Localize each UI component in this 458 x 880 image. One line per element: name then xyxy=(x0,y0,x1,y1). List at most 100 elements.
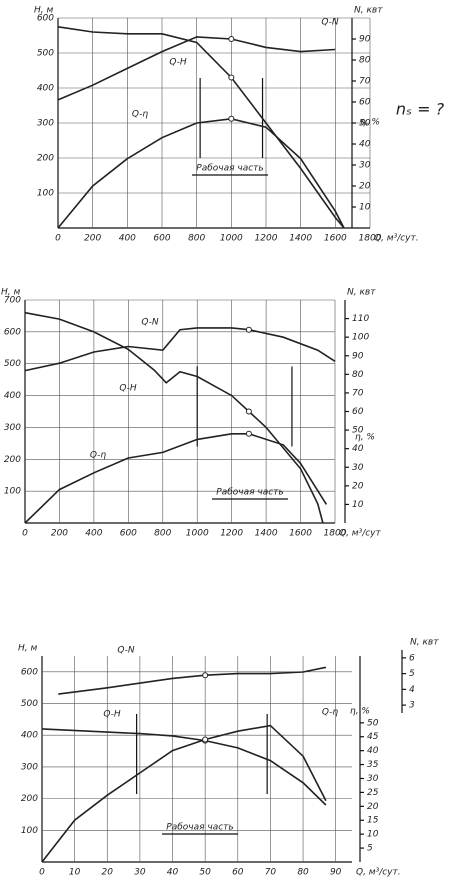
y2-tick-label: 100 xyxy=(352,333,369,343)
y2-tick-label: 30 xyxy=(352,463,364,473)
x-tick-label: 600 xyxy=(120,529,137,539)
y2-tick-label: 10 xyxy=(367,830,379,840)
y-tick-label: 400 xyxy=(37,84,54,94)
design-point xyxy=(245,430,252,437)
x-tick-label: 1600 xyxy=(324,234,347,244)
series-label: Q-η xyxy=(90,451,106,461)
design-point xyxy=(228,115,235,122)
y2-tick-label: 45 xyxy=(367,732,379,742)
y-tick-label: 200 xyxy=(4,455,21,465)
y-tick-label: 500 xyxy=(4,359,21,369)
x-tick-label: 200 xyxy=(84,234,101,244)
y-label: H, м xyxy=(1,288,20,298)
eta-label: η, % xyxy=(360,118,380,128)
y2-tick-label: 50 xyxy=(367,718,379,728)
y2-tick-label: 90 xyxy=(352,351,364,361)
series-label: Q-η xyxy=(132,110,148,120)
y2-tick-label: 60 xyxy=(359,98,371,108)
x-tick-label: 1600 xyxy=(289,529,312,539)
y3-tick-label: 3 xyxy=(409,701,415,711)
x-tick-label: 0 xyxy=(39,868,45,878)
x-tick-label: 50 xyxy=(199,868,211,878)
series-label: Q-H xyxy=(103,710,120,720)
x-tick-label: 1800 xyxy=(359,234,382,244)
series-label: Q-N xyxy=(321,18,338,28)
y2-tick-label: 70 xyxy=(352,388,364,398)
x-tick-label: 600 xyxy=(153,234,170,244)
y-tick-label: 500 xyxy=(21,699,38,709)
y2-tick-label: 40 xyxy=(367,746,379,756)
design-point xyxy=(245,408,252,415)
y2-label: N, квт xyxy=(354,6,383,16)
y-tick-label: 100 xyxy=(37,189,54,199)
x-tick-label: 800 xyxy=(188,234,205,244)
y2-tick-label: 80 xyxy=(352,370,364,380)
y2-label: N, квт xyxy=(347,288,376,298)
y-tick-label: 100 xyxy=(4,487,21,497)
y-label: H, м xyxy=(18,644,37,654)
y2-tick-label: 70 xyxy=(359,77,371,87)
series-label: Q-N xyxy=(117,646,134,656)
design-point xyxy=(245,326,252,333)
y3-tick-label: 5 xyxy=(409,669,415,679)
x-tick-label: 400 xyxy=(85,529,102,539)
y-tick-label: 400 xyxy=(21,731,38,741)
x-tick-label: 40 xyxy=(167,868,179,878)
y2-tick-label: 35 xyxy=(367,760,379,770)
x-tick-label: 0 xyxy=(55,234,61,244)
x-tick-label: 30 xyxy=(134,868,146,878)
y2-tick-label: 50 xyxy=(359,119,371,129)
note: nₛ = ? xyxy=(396,100,445,119)
working-label: Рабочая часть xyxy=(196,164,263,174)
y-tick-label: 100 xyxy=(21,826,38,836)
y2-tick-label: 40 xyxy=(352,444,364,454)
x-tick-label: 10 xyxy=(69,868,81,878)
working-label: Рабочая часть xyxy=(166,823,233,833)
y2-tick-label: 50 xyxy=(352,426,364,436)
x-tick-label: 70 xyxy=(265,868,277,878)
y2-tick-label: 30 xyxy=(367,774,379,784)
y2-tick-label: 10 xyxy=(359,203,371,213)
curve xyxy=(57,26,345,229)
x-tick-label: 60 xyxy=(232,868,244,878)
y2-tick-label: 10 xyxy=(352,500,364,510)
curve xyxy=(41,724,327,863)
y-tick-label: 400 xyxy=(4,391,21,401)
y-tick-label: 700 xyxy=(4,296,21,306)
curve xyxy=(24,327,336,372)
x-tick-label: 0 xyxy=(22,529,28,539)
y2-tick-label: 15 xyxy=(367,816,379,826)
y-tick-label: 300 xyxy=(37,119,54,129)
y2-tick-label: 20 xyxy=(352,481,364,491)
series-label: Q-N xyxy=(141,318,158,328)
y-tick-label: 500 xyxy=(37,49,54,59)
x-tick-label: 1200 xyxy=(255,234,278,244)
x-tick-label: 90 xyxy=(330,868,342,878)
working-label: Рабочая часть xyxy=(216,488,283,498)
series-label: Q-η xyxy=(322,708,338,718)
x-tick-label: 1000 xyxy=(186,529,209,539)
y2-tick-label: 30 xyxy=(359,161,371,171)
design-point xyxy=(202,672,209,679)
y-tick-label: 300 xyxy=(21,762,38,772)
design-point xyxy=(228,36,235,42)
x-label: Q, м³/сут xyxy=(339,529,382,539)
y2-tick-label: 20 xyxy=(367,802,379,812)
design-point xyxy=(228,74,235,81)
x-label: Q, м³/сут. xyxy=(374,234,419,244)
curve xyxy=(24,433,328,524)
series-label: Q-H xyxy=(169,58,186,68)
x-tick-label: 80 xyxy=(297,868,309,878)
y3-tick-label: 4 xyxy=(409,685,415,695)
y-tick-label: 300 xyxy=(4,423,21,433)
y2-tick-label: 110 xyxy=(352,314,369,324)
curve xyxy=(58,666,327,695)
y-tick-label: 600 xyxy=(4,327,21,337)
x-label: Q, м³/сут. xyxy=(356,868,401,878)
y2-tick-label: 5 xyxy=(367,844,373,854)
x-tick-label: 400 xyxy=(119,234,136,244)
x-tick-label: 1800 xyxy=(324,529,347,539)
y2-tick-label: 20 xyxy=(359,182,371,192)
y-tick-label: 600 xyxy=(21,667,38,677)
